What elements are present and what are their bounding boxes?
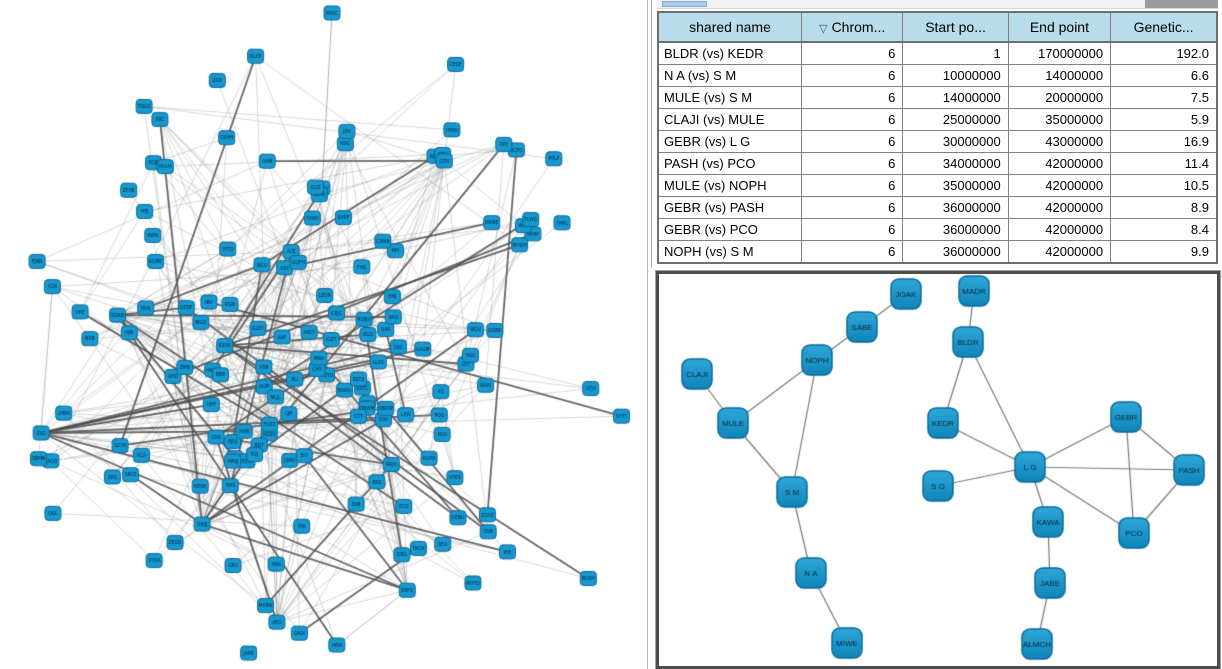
column-header-start-position[interactable]: Start po... [902,11,1009,43]
panel-splitter[interactable] [651,0,652,268]
cell-start-position[interactable]: 1 [902,41,1009,65]
subnetwork-canvas[interactable] [659,274,1217,666]
sort-indicator-icon: ▽ [819,23,828,35]
table-row[interactable]: N A (vs) S M 6 10000000 14000000 6.6 [657,64,1218,87]
main-network-canvas[interactable] [0,0,647,669]
cell-genetic[interactable]: 192.0 [1110,41,1218,65]
scrollbar-corner [1145,0,1218,8]
cell-end-point[interactable]: 42000000 [1007,218,1112,241]
cell-genetic[interactable]: 8.4 [1110,218,1218,241]
table-body: BLDR (vs) KEDR 6 1 170000000 192.0 N A (… [657,41,1218,264]
cell-chromosome[interactable]: 6 [800,196,904,219]
cell-start-position[interactable]: 10000000 [902,64,1009,87]
cell-start-position[interactable]: 34000000 [902,152,1009,175]
cell-start-position[interactable]: 36000000 [902,240,1009,264]
cell-shared-name[interactable]: MULE (vs) NOPH [657,174,802,197]
table-row[interactable]: GEBR (vs) PCO 6 36000000 42000000 8.4 [657,218,1218,241]
cell-shared-name[interactable]: CLAJI (vs) MULE [657,108,802,131]
network-overview-panel[interactable] [0,0,648,669]
cell-start-position[interactable]: 25000000 [902,108,1009,131]
cell-end-point[interactable]: 35000000 [1007,108,1112,131]
cell-shared-name[interactable]: GEBR (vs) PCO [657,218,802,241]
table-row[interactable]: MULE (vs) NOPH 6 35000000 42000000 10.5 [657,174,1218,197]
table-row[interactable]: GEBR (vs) L G 6 30000000 43000000 16.9 [657,130,1218,153]
cell-shared-name[interactable]: BLDR (vs) KEDR [657,41,802,65]
column-header-genetic[interactable]: Genetic... [1110,11,1218,43]
table-row[interactable]: BLDR (vs) KEDR 6 1 170000000 192.0 [657,41,1218,65]
cell-chromosome[interactable]: 6 [800,240,904,264]
cell-chromosome[interactable]: 6 [800,64,904,87]
cell-end-point[interactable]: 42000000 [1007,196,1112,219]
cell-shared-name[interactable]: NOPH (vs) S M [657,240,802,264]
cell-end-point[interactable]: 14000000 [1007,64,1112,87]
cell-chromosome[interactable]: 6 [800,108,904,131]
cell-shared-name[interactable]: GEBR (vs) PASH [657,196,802,219]
cell-genetic[interactable]: 10.5 [1110,174,1218,197]
cell-genetic[interactable]: 8.9 [1110,196,1218,219]
column-header-chromosome-label: Chrom... [831,19,886,35]
cell-shared-name[interactable]: MULE (vs) S M [657,86,802,109]
cell-start-position[interactable]: 30000000 [902,130,1009,153]
cell-start-position[interactable]: 36000000 [902,196,1009,219]
column-header-end-point[interactable]: End point [1007,11,1112,43]
cell-chromosome[interactable]: 6 [800,41,904,65]
cell-genetic[interactable]: 6.6 [1110,64,1218,87]
cell-chromosome[interactable]: 6 [800,218,904,241]
cell-end-point[interactable]: 42000000 [1007,174,1112,197]
cell-start-position[interactable]: 35000000 [902,174,1009,197]
table-row[interactable]: PASH (vs) PCO 6 34000000 42000000 11.4 [657,152,1218,175]
cell-end-point[interactable]: 43000000 [1007,130,1112,153]
cell-genetic[interactable]: 9.9 [1110,240,1218,264]
edge-attribute-table: shared name ▽ Chrom... Start po... End po… [657,11,1218,264]
cell-start-position[interactable]: 14000000 [902,86,1009,109]
cell-genetic[interactable]: 5.9 [1110,108,1218,131]
cell-end-point[interactable]: 170000000 [1007,41,1112,65]
cell-end-point[interactable]: 20000000 [1007,86,1112,109]
cell-shared-name[interactable]: N A (vs) S M [657,64,802,87]
cell-start-position[interactable]: 36000000 [902,218,1009,241]
cell-chromosome[interactable]: 6 [800,86,904,109]
table-row[interactable]: GEBR (vs) PASH 6 36000000 42000000 8.9 [657,196,1218,219]
cell-shared-name[interactable]: GEBR (vs) L G [657,130,802,153]
subnetwork-panel[interactable] [655,270,1221,669]
table-row[interactable]: MULE (vs) S M 6 14000000 20000000 7.5 [657,86,1218,109]
cell-chromosome[interactable]: 6 [800,152,904,175]
cell-genetic[interactable]: 16.9 [1110,130,1218,153]
column-header-chromosome[interactable]: ▽ Chrom... [800,11,904,43]
scrollbar-thumb[interactable] [662,1,707,7]
cell-genetic[interactable]: 7.5 [1110,86,1218,109]
table-horizontal-scrollbar[interactable] [657,0,1218,9]
cell-genetic[interactable]: 11.4 [1110,152,1218,175]
edge-table-panel: shared name ▽ Chrom... Start po... End po… [655,0,1218,268]
cell-end-point[interactable]: 42000000 [1007,240,1112,264]
cell-end-point[interactable]: 42000000 [1007,152,1112,175]
cell-chromosome[interactable]: 6 [800,130,904,153]
table-row[interactable]: NOPH (vs) S M 6 36000000 42000000 9.9 [657,240,1218,264]
cell-shared-name[interactable]: PASH (vs) PCO [657,152,802,175]
table-header-row: shared name ▽ Chrom... Start po... End po… [657,11,1218,43]
cell-chromosome[interactable]: 6 [800,174,904,197]
column-header-shared-name[interactable]: shared name [657,11,802,43]
table-row[interactable]: CLAJI (vs) MULE 6 25000000 35000000 5.9 [657,108,1218,131]
